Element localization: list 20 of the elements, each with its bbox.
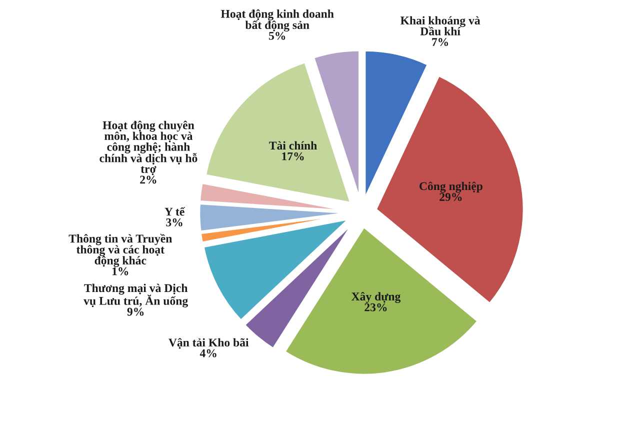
slice-label: Tài chính (269, 141, 317, 150)
slice-label: Y tế (164, 206, 186, 216)
data-label: 3% (166, 218, 182, 226)
slice-label: Công nghiệp (420, 182, 482, 193)
data-label: 29% (440, 192, 462, 201)
data-label: 2% (140, 176, 156, 184)
data-label: 17% (282, 152, 304, 160)
slice-label: Xây dựng (351, 292, 401, 303)
data-label: 7% (432, 38, 448, 46)
slice-label: Khai khoáng và Dầu khí (400, 16, 480, 36)
slice-label: Vận tải Kho bãi (168, 338, 249, 349)
slice-label: Thông tin và Truyền thông và các hoạt động khác (68, 234, 172, 267)
data-label: 4% (200, 349, 216, 358)
data-label: 5% (268, 32, 286, 40)
data-label: 1% (112, 267, 128, 276)
slice-label: Thương mại và Dịch vụ Lưu trú, Ăn uống (84, 284, 188, 308)
slice-label: Hoạt động chuyên môn, khoa học và công nghệ; hành chính và dịch vụ hỗ trợ (100, 120, 198, 176)
data-label: 9% (127, 308, 144, 316)
data-label: 23% (364, 303, 387, 312)
slice-label: Hoạt động kinh doanh bất động sản (220, 9, 334, 32)
